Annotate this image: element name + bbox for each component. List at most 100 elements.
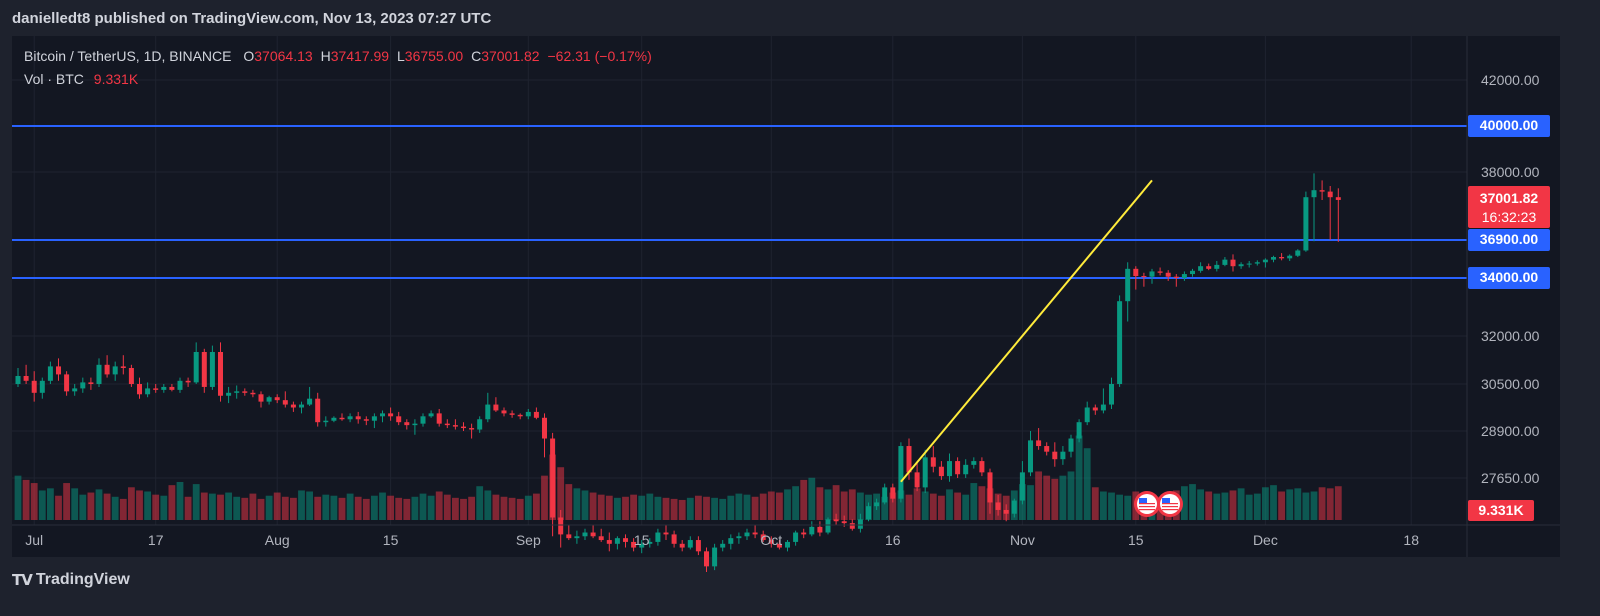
candle-body xyxy=(1084,407,1090,423)
candle-body xyxy=(801,532,807,535)
candle-body xyxy=(509,413,515,415)
volume-bar xyxy=(1197,489,1204,520)
volume-bar xyxy=(1278,491,1285,520)
level-tag-34000: 34000.00 xyxy=(1480,269,1539,285)
open-value: 37064.13 xyxy=(254,48,313,64)
event-flag-canton xyxy=(1162,498,1170,504)
volume-bar xyxy=(824,489,832,520)
volume-value: 9.331K xyxy=(93,71,139,87)
chart-grid xyxy=(12,36,1467,525)
volume-bar xyxy=(103,493,111,520)
volume-bar xyxy=(954,492,961,520)
candle-body xyxy=(323,420,329,423)
candle-body xyxy=(817,526,823,533)
candle-body xyxy=(606,540,612,544)
candle-body xyxy=(890,487,896,499)
volume-bar xyxy=(192,484,200,520)
volume-bar xyxy=(460,498,467,520)
volume-bar xyxy=(443,494,451,520)
volume-bar xyxy=(1051,478,1059,520)
volume-bar xyxy=(735,493,743,520)
chart-panel[interactable] xyxy=(12,36,1560,557)
candle-body xyxy=(614,538,620,544)
volume-bar xyxy=(881,496,889,520)
candle-body xyxy=(250,392,256,395)
volume-bar xyxy=(362,498,370,520)
volume-bar xyxy=(776,492,783,520)
price-candles xyxy=(15,173,1341,572)
candle-body xyxy=(671,534,677,544)
time-tick-label: 18 xyxy=(1403,532,1419,548)
volume-bar xyxy=(22,479,30,520)
volume-bar xyxy=(581,490,589,520)
candle-body xyxy=(971,461,977,465)
volume-bar xyxy=(492,494,500,520)
time-tick-label: Jul xyxy=(25,532,43,548)
candle-body xyxy=(436,413,442,424)
volume-bar xyxy=(767,491,775,520)
candle-body xyxy=(388,413,394,417)
volume-bar xyxy=(938,495,945,520)
candle-body xyxy=(1133,268,1139,277)
price-tick-label: 32000.00 xyxy=(1481,328,1540,344)
volume-bar xyxy=(144,491,151,520)
candle-body xyxy=(898,446,904,499)
candle-body xyxy=(874,502,880,507)
volume-bar xyxy=(1067,471,1075,520)
volume-bar xyxy=(200,492,208,520)
candle-body xyxy=(128,368,134,384)
candle-body xyxy=(1068,438,1074,452)
candle-body xyxy=(1246,263,1252,265)
candle-body xyxy=(315,398,321,423)
candle-body xyxy=(161,386,167,390)
candle-body xyxy=(218,352,223,396)
candle-body xyxy=(841,521,847,524)
volume-bar xyxy=(330,495,338,520)
candle-body xyxy=(412,423,418,426)
level-tag-36900: 36900.00 xyxy=(1480,231,1539,247)
candle-body xyxy=(1198,266,1204,271)
candle-body xyxy=(1157,271,1163,273)
volume-bar xyxy=(249,493,257,520)
volume-bar xyxy=(484,490,492,520)
volume-bar xyxy=(38,490,46,520)
candle-body xyxy=(517,414,523,417)
candle-body xyxy=(137,384,142,395)
volume-bar xyxy=(395,497,403,520)
volume-label[interactable]: Vol · BTC xyxy=(24,71,84,87)
volume-bar xyxy=(1124,495,1132,520)
candle-body xyxy=(1271,257,1276,260)
volume-bar xyxy=(387,495,394,520)
publisher-line: danielledt8 published on TradingView.com… xyxy=(12,10,492,27)
tradingview-logo[interactable]: TV TradingView xyxy=(12,571,130,589)
candle-body xyxy=(720,543,726,548)
candle-body xyxy=(39,380,45,393)
candle-body xyxy=(469,428,475,430)
volume-bar xyxy=(160,495,168,520)
candle-body xyxy=(695,540,701,552)
candle-body xyxy=(1036,440,1042,447)
time-tick-label: Oct xyxy=(760,532,782,548)
candle-body xyxy=(242,391,248,393)
volume-bar xyxy=(468,496,475,520)
candle-body xyxy=(558,517,564,535)
price-tick-label: 42000.00 xyxy=(1481,72,1540,88)
candle-body xyxy=(64,374,70,392)
close-value: 37001.82 xyxy=(481,48,540,64)
volume-bar xyxy=(338,497,346,520)
symbol-title[interactable]: Bitcoin / TetherUS, 1D, BINANCE xyxy=(24,48,232,64)
candle-body xyxy=(728,538,734,544)
candle-body xyxy=(1287,255,1293,259)
volume-bar xyxy=(703,496,710,520)
volume-bar xyxy=(678,499,686,520)
candle-body xyxy=(639,543,645,548)
volume-bar xyxy=(476,486,484,520)
candle-body xyxy=(833,519,839,522)
candle-body xyxy=(31,380,37,393)
volume-bar xyxy=(47,488,54,520)
candle-body xyxy=(550,438,556,518)
candle-body xyxy=(1165,272,1171,277)
candle-body xyxy=(704,551,709,567)
candle-body xyxy=(1028,440,1033,473)
